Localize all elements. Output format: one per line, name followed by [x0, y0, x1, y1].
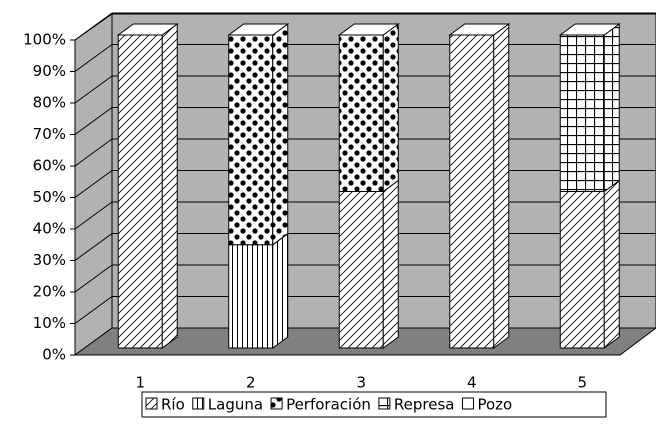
legend-swatch — [378, 397, 391, 410]
y-tick-label: 30% — [33, 251, 66, 269]
legend-label: Laguna — [208, 396, 263, 414]
grid-line — [74, 107, 113, 135]
y-tick-label: 20% — [33, 283, 66, 301]
grid-line — [74, 12, 113, 41]
grid-line — [74, 138, 113, 167]
grid-line — [74, 233, 113, 261]
x-tick-label: 1 — [135, 374, 145, 392]
y-tick-label: 70% — [33, 125, 66, 143]
y-tick-label: 0% — [42, 346, 66, 364]
bar-segment — [559, 191, 605, 349]
grid-line — [74, 201, 113, 230]
y-tick-label: 90% — [33, 62, 66, 80]
grid-line — [74, 296, 113, 324]
x-tick-label: 2 — [246, 374, 256, 392]
legend-label: Pozo — [477, 396, 512, 414]
bar-top — [448, 23, 511, 36]
y-tick-label: 10% — [33, 314, 66, 332]
y-tick-label: 50% — [33, 188, 66, 206]
legend-swatch — [145, 397, 158, 410]
bar-side — [272, 232, 289, 349]
bar-side — [603, 179, 620, 349]
bar-segment — [228, 244, 274, 349]
bar-segment — [338, 191, 384, 349]
legend-box — [141, 391, 607, 418]
x-tick-label: 5 — [577, 374, 587, 392]
x-tick-label: 4 — [467, 374, 477, 392]
bar-side — [272, 23, 289, 246]
x-tick-label: 3 — [356, 374, 366, 392]
bar-side — [603, 23, 620, 193]
bar-side — [161, 23, 178, 349]
bar-side — [382, 179, 399, 349]
grid-line — [74, 75, 113, 104]
bar-top — [116, 23, 179, 36]
legend-label: Represa — [394, 396, 455, 414]
bar-segment — [117, 34, 163, 349]
bar-segment — [449, 34, 495, 349]
bar-top — [227, 23, 290, 36]
bar-segment — [228, 34, 274, 246]
bar-top — [337, 23, 400, 36]
y-tick-label: 100% — [23, 31, 66, 49]
bar-side — [382, 23, 399, 193]
legend-swatch — [461, 397, 474, 410]
legend-swatch — [270, 397, 283, 410]
grid-line — [74, 44, 113, 72]
y-tick-label: 80% — [33, 94, 66, 112]
bar-top — [558, 23, 621, 36]
grid-line — [74, 264, 113, 293]
grid-line — [74, 170, 113, 198]
legend-label: Perforación — [286, 396, 371, 414]
bar-segment — [338, 34, 384, 192]
legend-label: Río — [161, 396, 185, 414]
y-tick-label: 60% — [33, 157, 66, 175]
bar-side — [493, 23, 510, 349]
legend-swatch — [192, 397, 205, 410]
bar-segment — [559, 34, 605, 192]
y-tick-label: 40% — [33, 220, 66, 238]
